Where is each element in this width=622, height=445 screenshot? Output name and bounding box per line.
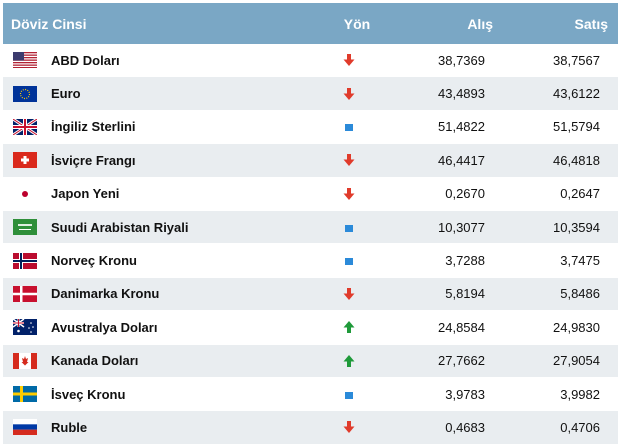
table-row: İngiliz Sterlini 51,4822 51,5794 <box>3 110 618 145</box>
buy-rate: 51,4822 <box>438 119 485 135</box>
buy-rate: 5,8194 <box>445 286 485 302</box>
ru-flag-icon <box>13 419 37 436</box>
currency-name: ABD Doları <box>51 52 120 68</box>
sa-flag-icon <box>13 219 37 236</box>
sell-rate: 5,8486 <box>560 286 600 302</box>
table-header: Döviz Cinsi Yön Alış Satış <box>3 3 618 44</box>
buy-rate: 0,4683 <box>445 419 485 435</box>
ch-flag-icon <box>13 152 37 169</box>
au-flag-icon <box>13 319 37 336</box>
header-currency: Döviz Cinsi <box>11 15 87 32</box>
sell-rate: 3,9982 <box>560 386 600 402</box>
sell-rate: 46,4818 <box>553 152 600 168</box>
table-row: İsveç Kronu 3,9783 3,9982 <box>3 377 618 412</box>
sell-rate: 51,5794 <box>553 119 600 135</box>
direction-cell <box>303 354 395 368</box>
header-sell: Satış <box>574 15 608 32</box>
buy-rate: 10,3077 <box>438 219 485 235</box>
table-row: ABD Doları 38,7369 38,7567 <box>3 44 618 78</box>
uk-flag-icon <box>13 118 37 135</box>
direction-cell <box>303 420 395 434</box>
currency-name: İsveç Kronu <box>51 386 126 402</box>
no-change-icon <box>345 124 353 132</box>
currency-name: İngiliz Sterlini <box>51 119 136 135</box>
direction-cell <box>303 223 395 232</box>
table-row: Danimarka Kronu 5,8194 5,8486 <box>3 277 618 312</box>
jp-flag-icon <box>13 185 37 202</box>
currency-name: Norveç Kronu <box>51 253 137 269</box>
sell-rate: 3,7475 <box>560 253 600 269</box>
buy-rate: 46,4417 <box>438 152 485 168</box>
down-arrow-icon <box>342 53 356 67</box>
sell-rate: 38,7567 <box>553 52 600 68</box>
up-arrow-icon <box>342 320 356 334</box>
currency-name: Suudi Arabistan Riyali <box>51 219 189 235</box>
table-row: Japon Yeni 0,2670 0,2647 <box>3 177 618 211</box>
currency-name: İsviçre Frangı <box>51 152 136 168</box>
no-change-icon <box>345 391 353 399</box>
currency-name: Ruble <box>51 419 88 435</box>
direction-cell <box>303 187 395 201</box>
buy-rate: 3,7288 <box>445 253 485 269</box>
sell-rate: 0,4706 <box>560 419 600 435</box>
down-arrow-icon <box>342 287 356 301</box>
direction-cell <box>303 390 395 399</box>
currency-table: Döviz Cinsi Yön Alış Satış ABD Doları 38,… <box>3 3 618 445</box>
direction-cell <box>303 153 395 167</box>
dk-flag-icon <box>13 285 37 302</box>
table-row: Ruble 0,4683 0,4706 <box>3 411 618 445</box>
direction-cell <box>303 320 395 334</box>
direction-cell <box>303 287 395 301</box>
buy-rate: 0,2670 <box>445 186 485 202</box>
table-row: Avustralya Doları 24,8584 24,9830 <box>3 311 618 345</box>
eu-flag-icon <box>13 85 37 102</box>
down-arrow-icon <box>342 87 356 101</box>
buy-rate: 38,7369 <box>438 52 485 68</box>
table-row: Euro 43,4893 43,6122 <box>3 77 618 111</box>
se-flag-icon <box>13 386 37 403</box>
buy-rate: 43,4893 <box>438 86 485 102</box>
no-change-icon <box>345 224 353 232</box>
direction-cell <box>303 122 395 132</box>
table-row: Kanada Doları 27,7662 27,9054 <box>3 344 618 378</box>
currency-name: Euro <box>51 86 81 102</box>
currency-name: Kanada Doları <box>51 353 139 369</box>
currency-name: Danimarka Kronu <box>51 286 160 302</box>
currency-name: Japon Yeni <box>51 186 120 202</box>
no-flag-icon <box>13 252 37 269</box>
down-arrow-icon <box>342 420 356 434</box>
ca-flag-icon <box>13 352 37 369</box>
direction-cell <box>303 256 395 266</box>
sell-rate: 0,2647 <box>560 186 600 202</box>
sell-rate: 27,9054 <box>553 353 600 369</box>
sell-rate: 43,6122 <box>553 86 600 102</box>
buy-rate: 24,8584 <box>438 319 485 335</box>
buy-rate: 27,7662 <box>438 353 485 369</box>
down-arrow-icon <box>342 153 356 167</box>
table-row: Norveç Kronu 3,7288 3,7475 <box>3 244 618 278</box>
up-arrow-icon <box>342 354 356 368</box>
direction-cell <box>303 87 395 101</box>
header-direction: Yön <box>343 15 371 32</box>
sell-rate: 24,9830 <box>553 319 600 335</box>
table-body: ABD Doları 38,7369 38,7567 Euro 43,4893 43,61… <box>3 44 618 445</box>
sell-rate: 10,3594 <box>553 219 600 235</box>
us-flag-icon <box>13 52 37 69</box>
header-buy: Alış <box>467 15 493 32</box>
direction-cell <box>303 53 395 67</box>
currency-name: Avustralya Doları <box>51 319 158 335</box>
no-change-icon <box>345 258 353 266</box>
table-row: İsviçre Frangı 46,4417 46,4818 <box>3 144 618 178</box>
down-arrow-icon <box>342 187 356 201</box>
table-row: Suudi Arabistan Riyali 10,3077 10,3594 <box>3 210 618 245</box>
buy-rate: 3,9783 <box>445 386 485 402</box>
